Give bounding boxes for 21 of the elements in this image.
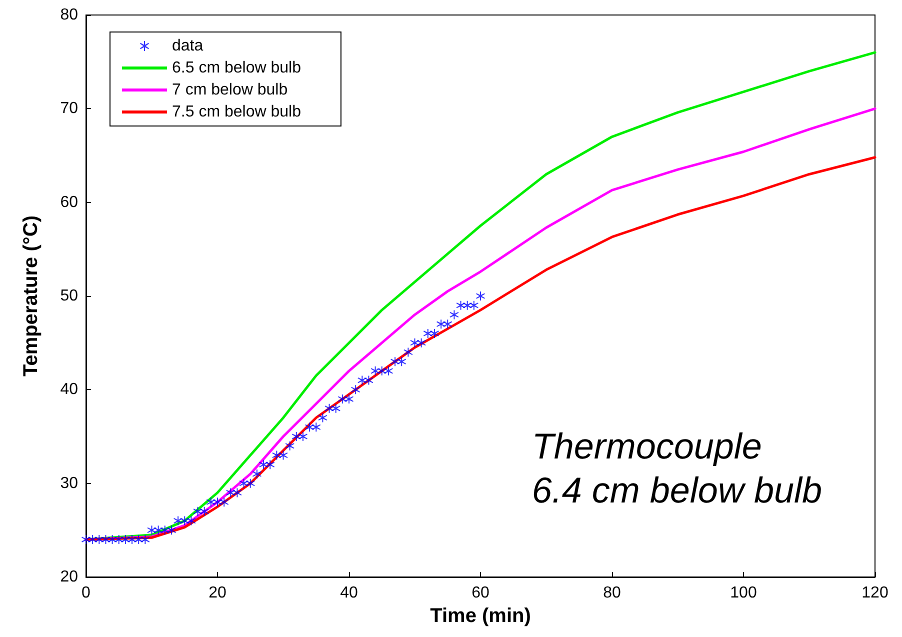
legend-label: data: [172, 38, 204, 54]
y-tick-label: 70: [60, 100, 78, 118]
x-tick-label: 100: [730, 584, 757, 602]
legend-label: 7 cm below bulb: [172, 82, 288, 98]
x-axis-title: Time (min): [430, 604, 531, 627]
y-axis-title: Temperature (°C): [20, 216, 42, 376]
legend-label: 6.5 cm below bulb: [172, 60, 302, 76]
x-tick-label: 120: [862, 584, 888, 602]
y-tick-label: 20: [60, 568, 78, 586]
x-tick-label: 60: [472, 584, 490, 602]
y-tick-label: 50: [60, 288, 78, 304]
y-tick-label: 40: [60, 381, 78, 398]
y-tick-label: 80: [60, 6, 78, 24]
y-tick-label: 30: [60, 474, 78, 492]
x-tick-label: 0: [82, 584, 91, 602]
x-tick-label: 20: [208, 584, 226, 602]
x-tick-label: 80: [603, 584, 621, 602]
legend-label: 7.5 cm below bulb: [172, 104, 302, 120]
y-tick-label: 60: [60, 194, 78, 211]
x-tick-label: 40: [340, 584, 358, 602]
annotation: Thermocouple 6.4 cm below bulb: [532, 426, 822, 510]
